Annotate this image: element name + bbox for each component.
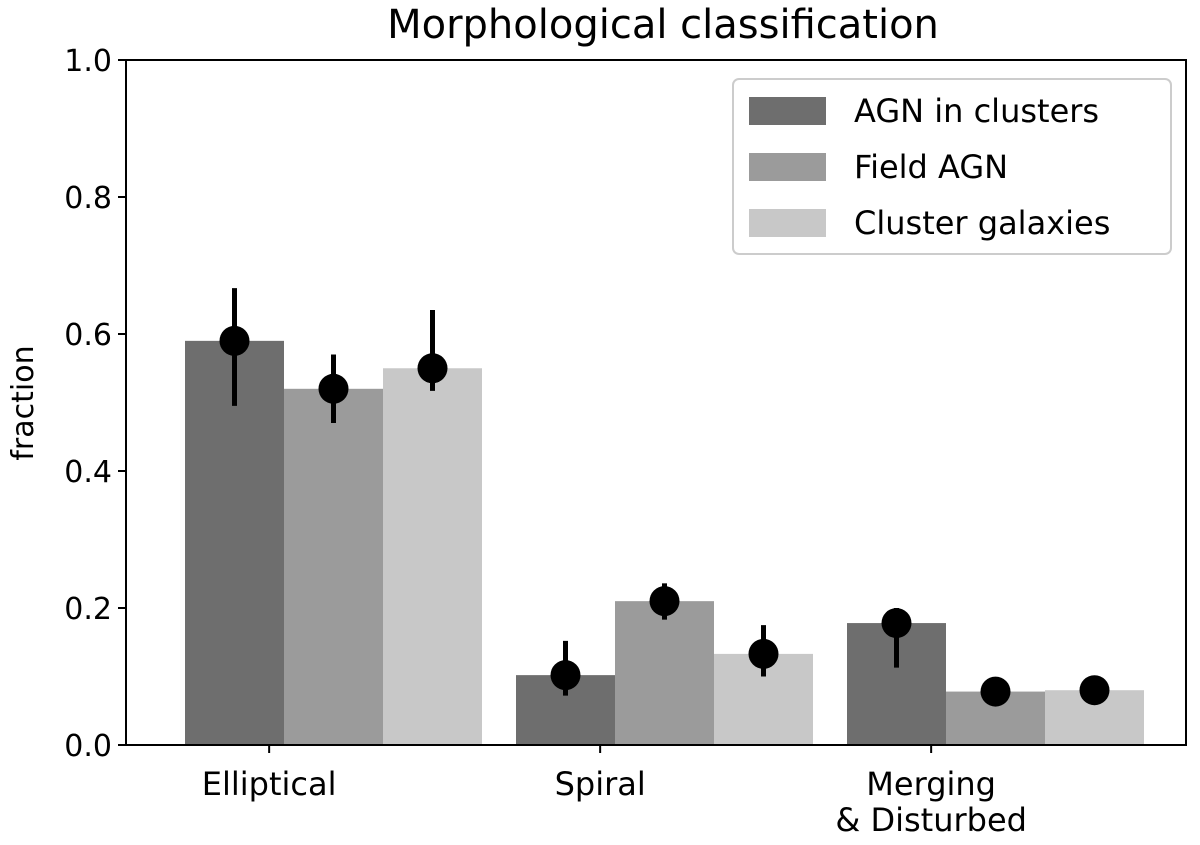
plot-frame — [125, 59, 1187, 746]
data-point-2-1 — [748, 638, 779, 669]
legend: AGN in clusters Field AGN Cluster galaxies — [732, 78, 1172, 255]
data-point-1-1 — [649, 586, 680, 617]
legend-swatch-1 — [749, 153, 826, 181]
axes-group: 0.0 0.2 0.4 0.6 0.8 1.0 Elliptical Spiral Mergin… — [64, 44, 1187, 839]
bar-cluster-galaxies-0 — [383, 368, 482, 745]
x-category-label: Spiral — [555, 765, 646, 803]
errorbars-group — [219, 288, 1110, 707]
y-tick-label: 0.0 — [64, 729, 112, 764]
x-category-label: Elliptical — [202, 765, 337, 803]
legend-label-2: Cluster galaxies — [854, 204, 1110, 242]
legend-label-1: Field AGN — [854, 148, 1008, 186]
legend-box — [732, 78, 1172, 255]
data-point-1-0 — [318, 373, 349, 404]
legend-swatch-2 — [749, 209, 826, 237]
y-axis-label: fraction — [6, 345, 41, 460]
y-tick-label: 0.4 — [64, 455, 112, 490]
data-point-1-2 — [980, 676, 1011, 707]
data-point-0-1 — [550, 660, 581, 691]
y-tick-label: 0.8 — [64, 181, 112, 216]
bar-field-agn-0 — [284, 388, 383, 745]
y-tick-label: 1.0 — [64, 44, 112, 79]
data-point-0-2 — [881, 608, 912, 639]
legend-swatch-0 — [749, 97, 826, 125]
chart-title: Morphological classification — [387, 2, 939, 48]
bar-agn-in-clusters-0 — [185, 340, 284, 745]
x-category-label: Merging — [866, 765, 996, 803]
x-category-label: & Disturbed — [835, 801, 1027, 839]
data-point-2-0 — [417, 353, 448, 384]
y-tick-label: 0.6 — [64, 318, 112, 353]
data-point-0-0 — [219, 325, 250, 356]
y-tick-label: 0.2 — [64, 592, 112, 627]
legend-label-0: AGN in clusters — [854, 92, 1099, 130]
data-point-2-2 — [1079, 675, 1110, 706]
bars-group — [185, 340, 1144, 745]
bar-field-agn-1 — [615, 601, 714, 745]
